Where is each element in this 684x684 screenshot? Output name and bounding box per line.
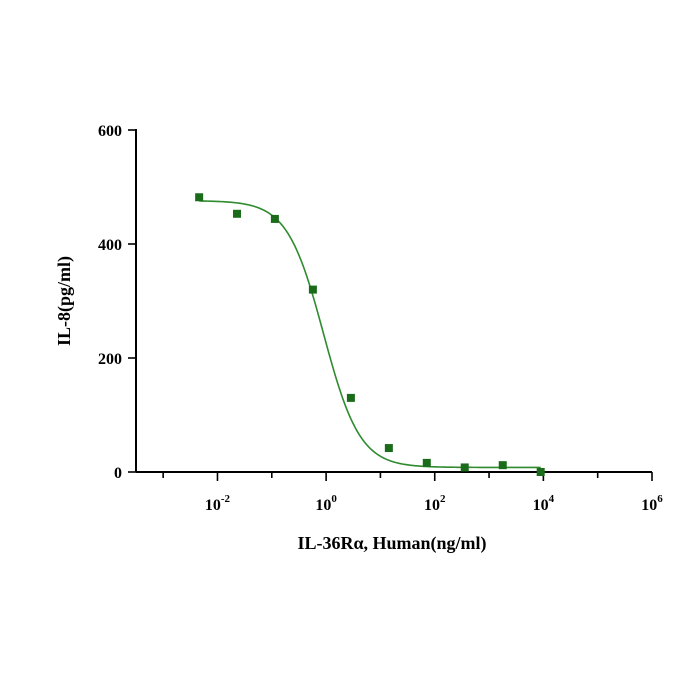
- data-point: [233, 209, 242, 218]
- data-point: [346, 393, 355, 402]
- x-tick-label: 104: [533, 493, 555, 514]
- x-tick-label: 102: [424, 493, 446, 514]
- x-tick-label: 100: [315, 493, 337, 514]
- data-point: [195, 193, 204, 202]
- y-tick-label: 0: [114, 465, 122, 482]
- x-tick-label: 10-2: [205, 493, 231, 514]
- y-axis-title: IL-8(pg/ml): [54, 256, 75, 346]
- y-ticks: 0 200 400 600: [98, 123, 136, 482]
- data-points: [195, 193, 545, 476]
- data-point: [270, 214, 279, 223]
- fit-curve: [199, 200, 541, 469]
- data-point: [422, 458, 431, 467]
- data-point: [308, 285, 317, 294]
- data-point: [536, 468, 545, 476]
- axes: [135, 129, 652, 473]
- y-tick-label: 200: [98, 351, 122, 368]
- y-tick-label: 400: [98, 237, 122, 254]
- x-tick-label: 106: [641, 493, 663, 514]
- data-point: [498, 461, 507, 470]
- data-point: [384, 444, 393, 453]
- y-tick-label: 600: [98, 123, 122, 140]
- data-point: [460, 463, 469, 472]
- x-ticks: 10-2 100 102 104 106: [162, 472, 663, 514]
- x-axis-title: IL-36Rα, Human(ng/ml): [297, 533, 486, 554]
